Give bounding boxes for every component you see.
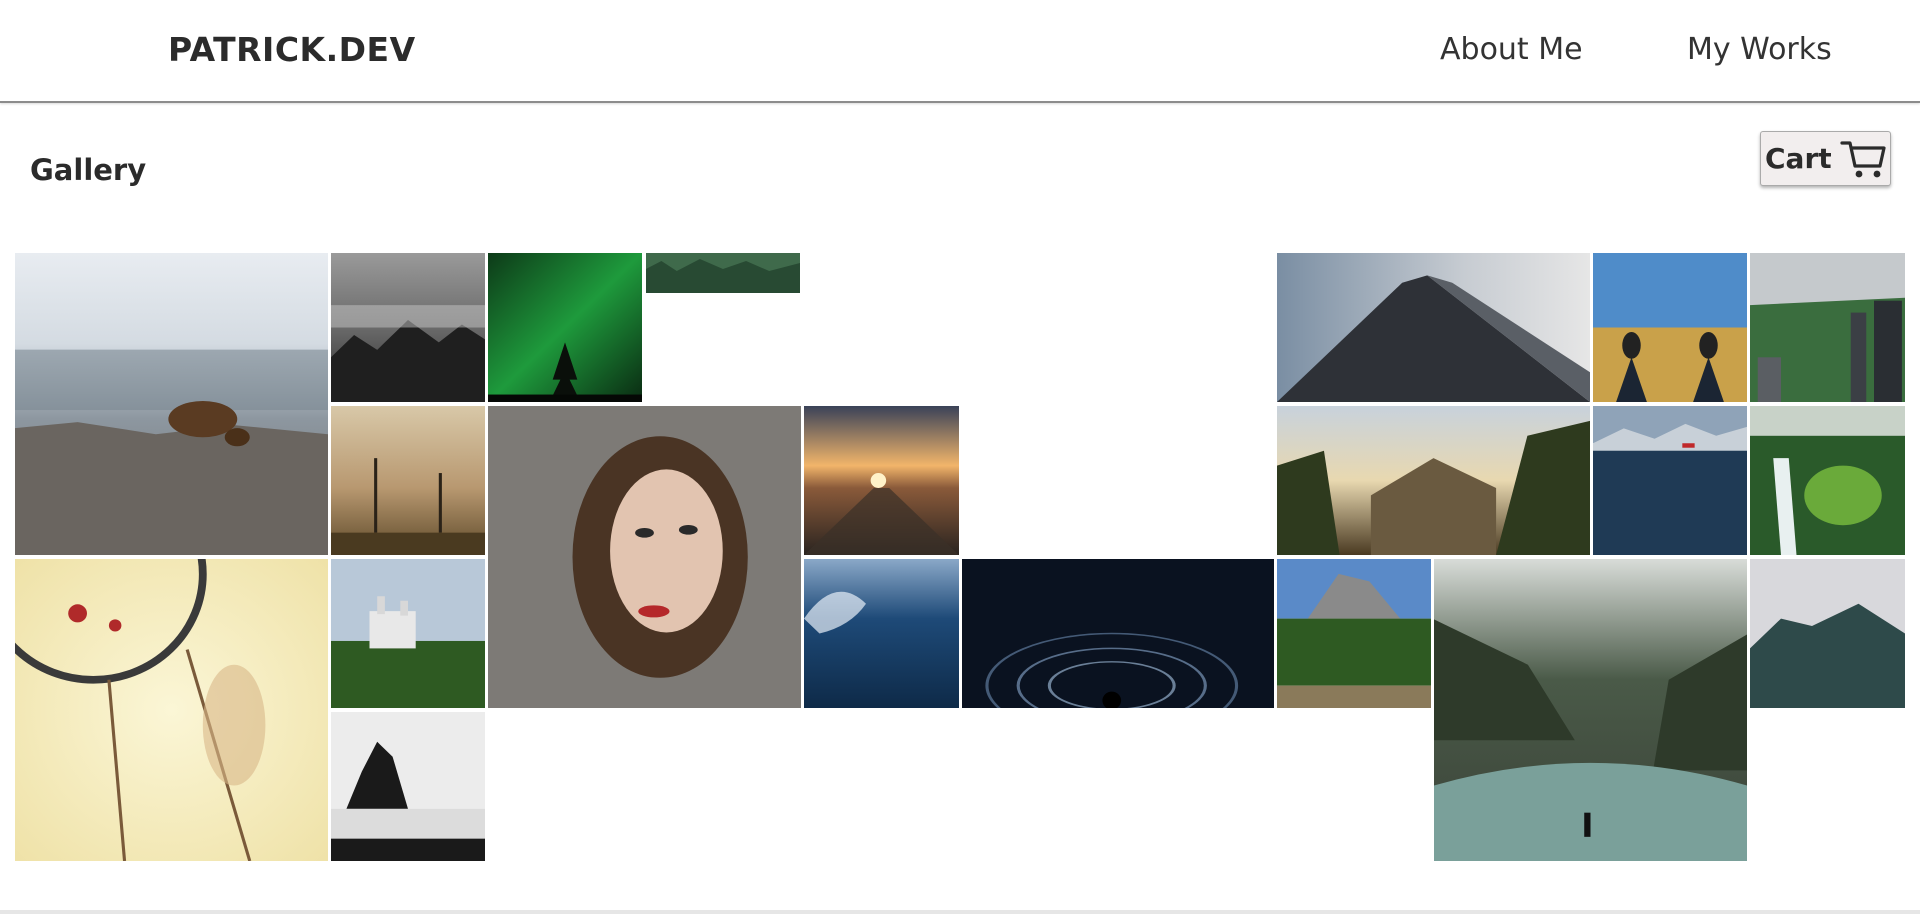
gallery-photo-sea-stack[interactable]: [331, 712, 485, 861]
nav-my-works[interactable]: My Works: [1687, 32, 1832, 67]
nav-about-me[interactable]: About Me: [1440, 32, 1583, 67]
gallery-photo-valley-sunrise[interactable]: [1277, 406, 1590, 555]
gallery-photo-river-hiker[interactable]: [1434, 559, 1747, 861]
gallery-photo-bear[interactable]: [15, 253, 328, 555]
gallery-photo-castle[interactable]: [331, 559, 485, 708]
gallery-photo-railway-sunset[interactable]: [804, 406, 959, 555]
site-logo[interactable]: PATRICK.DEV: [168, 30, 416, 69]
gallery-photo-misty-mountain[interactable]: [1750, 559, 1905, 708]
gallery-photo-lake-boat[interactable]: [1593, 406, 1747, 555]
gallery-photo-portrait-woman[interactable]: [488, 406, 801, 708]
gallery-photo-ocean-wave[interactable]: [804, 559, 959, 708]
page-title: Gallery: [30, 153, 147, 187]
shopping-cart-icon: [1840, 140, 1886, 177]
gallery-photo-forest-strip[interactable]: [646, 253, 800, 293]
gallery-photo-star-trails[interactable]: [962, 559, 1274, 708]
cart-label: Cart: [1765, 142, 1832, 175]
site-header: PATRICK.DEV About Me My Works: [0, 0, 1920, 103]
gallery-photo-sneakers-field[interactable]: [1593, 253, 1747, 402]
page-bottom-divider: [0, 910, 1920, 914]
gallery-photo-city-park[interactable]: [1750, 253, 1905, 402]
gallery-photo-dead-trees-sunset[interactable]: [331, 406, 485, 555]
gallery-photo-dreamcatcher[interactable]: [15, 559, 328, 861]
cart-button[interactable]: Cart: [1760, 131, 1891, 186]
gallery-photo-yosemite-cliffs[interactable]: [1277, 559, 1431, 708]
gallery-photo-waterfall[interactable]: [1750, 406, 1905, 555]
gallery-photo-misty-forest[interactable]: [331, 253, 485, 402]
gallery-photo-aurora-pine[interactable]: [488, 253, 642, 402]
gallery-photo-skyscraper[interactable]: [1277, 253, 1590, 402]
